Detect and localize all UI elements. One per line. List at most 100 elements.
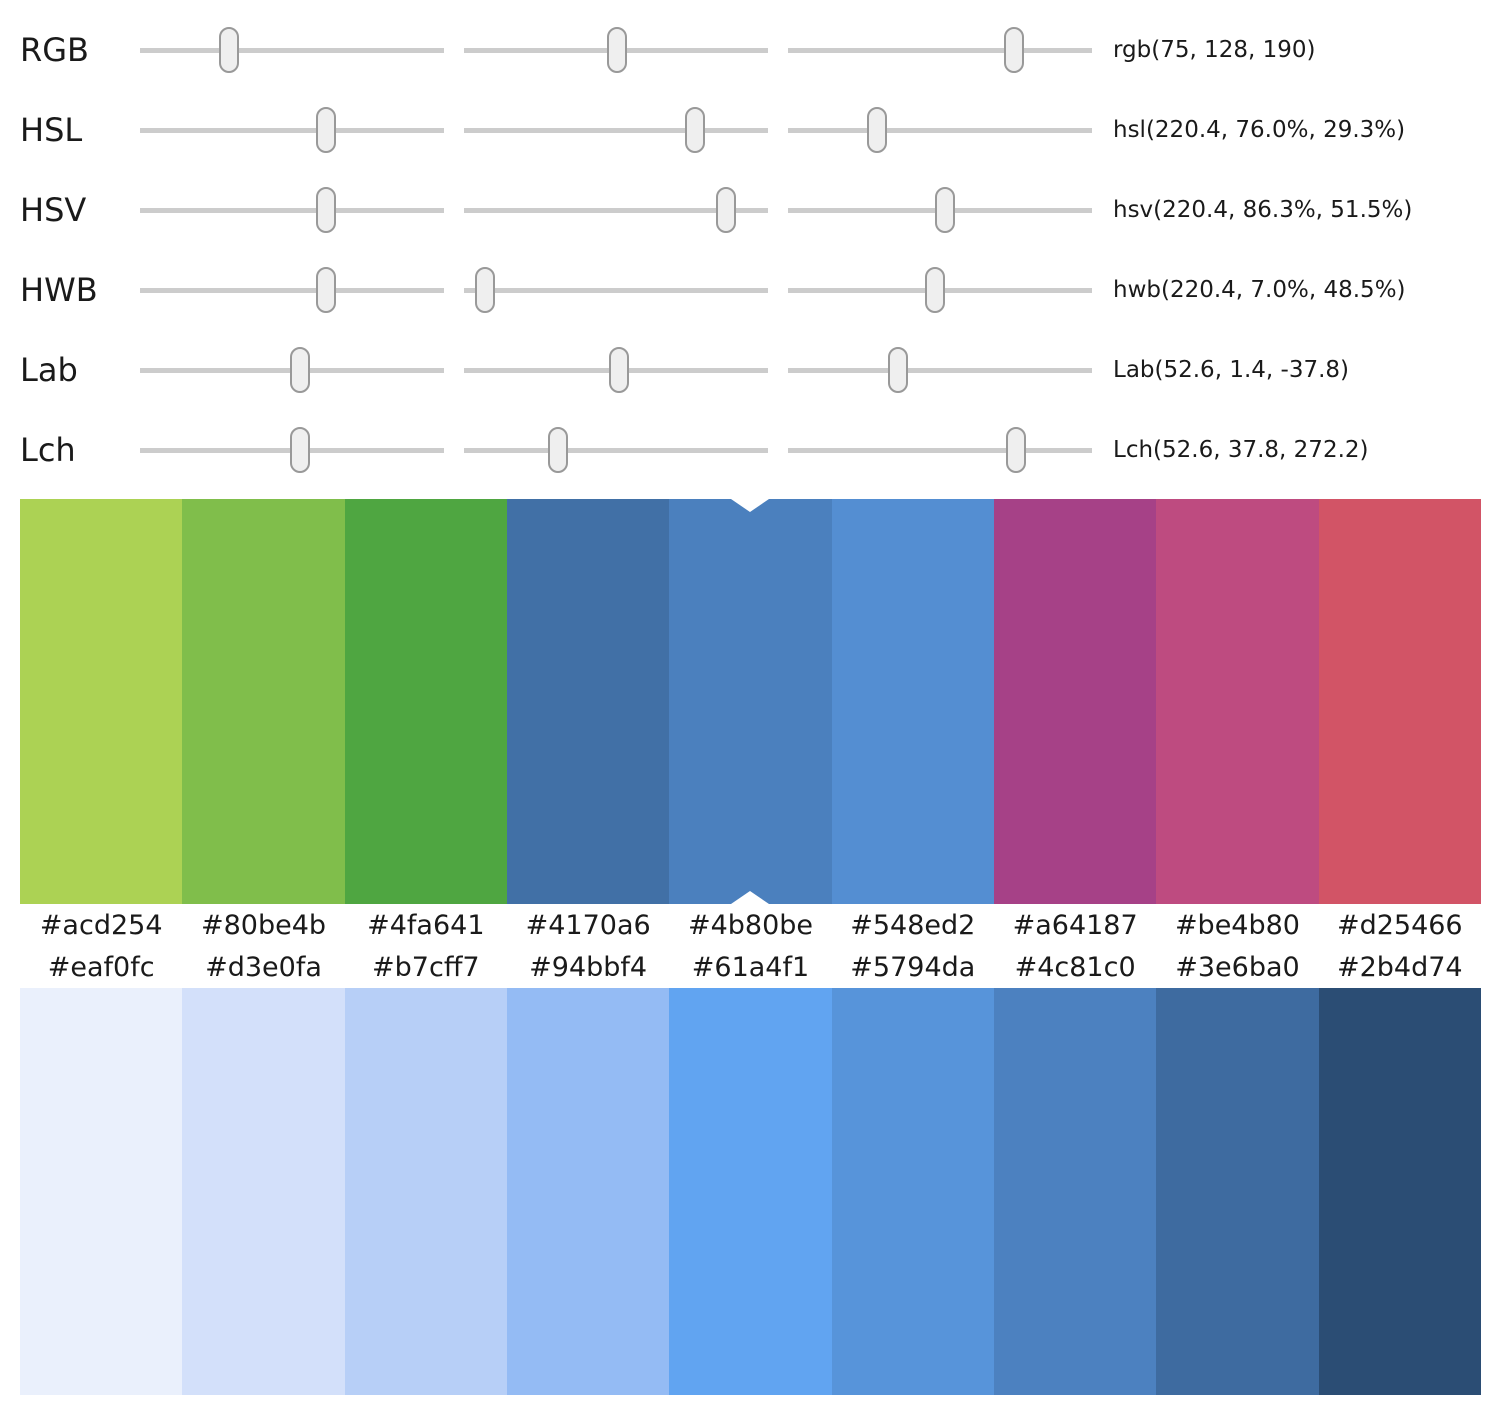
selection-notch-top-icon (731, 499, 770, 512)
lch-h-slider[interactable] (788, 427, 1092, 473)
colorspace-label-hsl: HSL (20, 111, 83, 149)
rgb-red-slider[interactable] (140, 27, 444, 73)
palette-swatch[interactable] (1156, 499, 1319, 904)
palette-swatch[interactable] (20, 988, 183, 1395)
colorspace-label-rgb: RGB (20, 31, 89, 69)
palette-shade-scale (20, 988, 1481, 1395)
palette-swatch[interactable] (669, 988, 832, 1395)
slider-thumb[interactable] (925, 267, 946, 313)
color-sliders-panel: RGB rgb(75, 128, 190) HSL hsl(220.4, 76.… (0, 10, 1501, 490)
lch-c-slider[interactable] (464, 427, 768, 473)
palette-swatch[interactable] (1156, 988, 1319, 1395)
lab-a-slider[interactable] (464, 347, 768, 393)
slider-track-group (140, 347, 1092, 393)
hsl-value-text: hsl(220.4, 76.0%, 29.3%) (1113, 117, 1406, 143)
slider-track-group (140, 427, 1092, 473)
hex-label: #eaf0fc (47, 951, 155, 983)
slider-thumb[interactable] (867, 107, 888, 153)
hex-label: #4b80be (687, 909, 813, 941)
lch-value-text: Lch(52.6, 37.8, 272.2) (1113, 437, 1369, 463)
palette-swatch[interactable] (506, 499, 670, 904)
hex-label: #548ed2 (850, 909, 976, 941)
hex-label: #61a4f1 (691, 951, 810, 983)
slider-thumb[interactable] (316, 187, 337, 233)
slider-thumb[interactable] (316, 107, 337, 153)
hex-label: #d25466 (1336, 909, 1463, 941)
palette-swatch-selected[interactable] (669, 499, 832, 904)
slider-thumb[interactable] (934, 187, 955, 233)
slider-thumb[interactable] (1006, 427, 1026, 473)
hex-label: #b7cff7 (372, 951, 480, 983)
slider-row-hsv: HSV hsv(220.4, 86.3%, 51.5%) (0, 170, 1501, 250)
slider-track-group (140, 107, 1092, 153)
hex-label: #5794da (850, 951, 976, 983)
slider-row-lab: Lab Lab(52.6, 1.4, -37.8) (0, 330, 1501, 410)
slider-row-lch: Lch Lch(52.6, 37.8, 272.2) (0, 410, 1501, 490)
hex-label: #a64187 (1012, 909, 1138, 941)
slider-thumb[interactable] (609, 347, 630, 393)
hex-label: #4c81c0 (1014, 951, 1136, 983)
palette-swatch[interactable] (506, 988, 670, 1395)
hsl-lightness-slider[interactable] (788, 107, 1092, 153)
lab-b-slider[interactable] (788, 347, 1092, 393)
hex-label: #80be4b (200, 909, 327, 941)
hsl-saturation-slider[interactable] (464, 107, 768, 153)
slider-thumb[interactable] (716, 187, 737, 233)
palette-swatch[interactable] (182, 499, 345, 904)
palette-swatch[interactable] (344, 499, 507, 904)
slider-thumb[interactable] (1004, 27, 1025, 73)
colorspace-label-hwb: HWB (20, 271, 98, 309)
rgb-green-slider[interactable] (464, 27, 768, 73)
palette-swatch[interactable] (20, 499, 183, 904)
palette-swatch[interactable] (831, 988, 994, 1395)
hsv-value-slider[interactable] (788, 187, 1092, 233)
hwb-blackness-slider[interactable] (788, 267, 1092, 313)
hex-labels-top: #acd254 #80be4b #4fa641 #4170a6 #4b80be … (20, 904, 1481, 946)
palette-swatch[interactable] (993, 988, 1157, 1395)
hex-labels-bottom: #eaf0fc #d3e0fa #b7cff7 #94bbf4 #61a4f1 … (20, 946, 1481, 988)
rgb-blue-slider[interactable] (788, 27, 1092, 73)
slider-thumb[interactable] (606, 27, 627, 73)
colorspace-label-lch: Lch (20, 431, 76, 469)
hex-label: #d3e0fa (205, 951, 322, 983)
slider-row-rgb: RGB rgb(75, 128, 190) (0, 10, 1501, 90)
slider-track-group (140, 27, 1092, 73)
slider-thumb[interactable] (289, 427, 310, 473)
palette-swatch[interactable] (1318, 988, 1481, 1395)
hex-label: #be4b80 (1174, 909, 1300, 941)
slider-thumb[interactable] (219, 27, 240, 73)
lch-l-slider[interactable] (140, 427, 444, 473)
lab-l-slider[interactable] (140, 347, 444, 393)
hex-label: #4170a6 (525, 909, 651, 941)
palette-hue-scale (20, 499, 1481, 904)
hwb-value-text: hwb(220.4, 7.0%, 48.5%) (1113, 277, 1406, 303)
palette-swatch[interactable] (1318, 499, 1481, 904)
hsv-saturation-slider[interactable] (464, 187, 768, 233)
palette-swatch[interactable] (831, 499, 994, 904)
rgb-value-text: rgb(75, 128, 190) (1113, 37, 1316, 63)
slider-thumb[interactable] (685, 107, 706, 153)
slider-thumb[interactable] (289, 347, 310, 393)
hsl-hue-slider[interactable] (140, 107, 444, 153)
hwb-hue-slider[interactable] (140, 267, 444, 313)
palette-swatch[interactable] (344, 988, 507, 1395)
slider-thumb[interactable] (475, 267, 496, 313)
slider-thumb[interactable] (316, 267, 337, 313)
palette-swatch[interactable] (182, 988, 345, 1395)
hwb-whiteness-slider[interactable] (464, 267, 768, 313)
palette-swatch[interactable] (993, 499, 1157, 904)
slider-row-hwb: HWB hwb(220.4, 7.0%, 48.5%) (0, 250, 1501, 330)
lab-value-text: Lab(52.6, 1.4, -37.8) (1113, 357, 1349, 383)
slider-row-hsl: HSL hsl(220.4, 76.0%, 29.3%) (0, 90, 1501, 170)
hex-label: #3e6ba0 (1175, 951, 1300, 983)
selection-notch-bottom-icon (731, 891, 770, 904)
colorspace-label-lab: Lab (20, 351, 78, 389)
slider-track-group (140, 187, 1092, 233)
slider-track-group (140, 267, 1092, 313)
hsv-hue-slider[interactable] (140, 187, 444, 233)
hex-label: #94bbf4 (529, 951, 648, 983)
hsv-value-text: hsv(220.4, 86.3%, 51.5%) (1113, 197, 1413, 223)
hex-label: #2b4d74 (1336, 951, 1463, 983)
slider-thumb[interactable] (888, 347, 909, 393)
slider-thumb[interactable] (547, 427, 568, 473)
